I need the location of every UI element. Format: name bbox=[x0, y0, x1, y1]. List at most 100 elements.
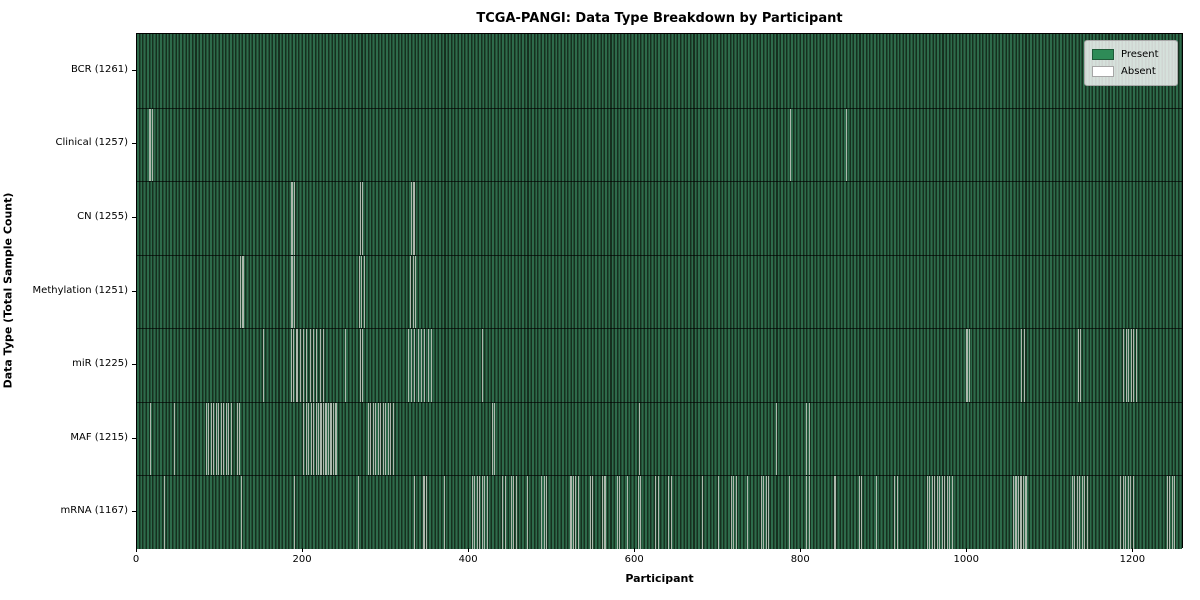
absent-line bbox=[210, 402, 212, 476]
absent-line bbox=[205, 402, 207, 476]
absent-line bbox=[305, 402, 307, 476]
row-maf bbox=[137, 401, 1182, 476]
y-tick-mark bbox=[132, 290, 136, 292]
absent-line bbox=[413, 182, 415, 255]
absent-line bbox=[1133, 329, 1135, 402]
absent-line bbox=[296, 329, 298, 402]
absent-line bbox=[1132, 476, 1134, 549]
absent-line bbox=[806, 402, 808, 476]
absent-line bbox=[357, 476, 359, 549]
absent-line bbox=[968, 329, 971, 402]
x-tick-label: 1200 bbox=[1119, 554, 1146, 565]
absent-line bbox=[1022, 476, 1025, 549]
absent-line bbox=[1084, 476, 1086, 549]
y-tick-label: CN (1255) bbox=[77, 210, 128, 222]
y-tick-label: Methylation (1251) bbox=[32, 284, 128, 296]
absent-line bbox=[239, 255, 242, 329]
absent-line bbox=[1130, 476, 1132, 549]
x-tick-mark bbox=[136, 548, 137, 552]
absent-line bbox=[423, 476, 425, 549]
absent-line bbox=[486, 476, 488, 549]
absent-line bbox=[322, 402, 325, 476]
x-tick-mark bbox=[800, 548, 802, 552]
absent-line bbox=[1130, 329, 1132, 402]
absent-line bbox=[424, 329, 426, 402]
absent-line bbox=[1079, 476, 1081, 549]
absent-line bbox=[926, 476, 928, 549]
absent-line bbox=[303, 329, 305, 402]
absent-line bbox=[316, 329, 318, 402]
absent-line bbox=[1080, 329, 1082, 402]
absent-line bbox=[481, 476, 483, 549]
y-tick-mark bbox=[132, 511, 136, 513]
absent-line bbox=[546, 476, 548, 549]
absent-line bbox=[479, 476, 481, 549]
absent-line bbox=[1171, 476, 1173, 549]
absent-line bbox=[230, 402, 232, 476]
absent-line bbox=[1074, 476, 1076, 549]
absent-line bbox=[149, 108, 151, 182]
absent-line bbox=[789, 108, 791, 182]
absent-line bbox=[412, 255, 414, 329]
absent-line bbox=[592, 476, 594, 549]
absent-line bbox=[293, 182, 296, 255]
absent-line bbox=[637, 476, 639, 549]
absent-line bbox=[619, 476, 621, 549]
absent-line bbox=[150, 402, 152, 476]
x-tick-mark bbox=[302, 548, 304, 552]
absent-line bbox=[939, 476, 941, 549]
y-tick-label: miR (1225) bbox=[72, 358, 128, 370]
absent-line bbox=[390, 402, 392, 476]
absent-line bbox=[966, 329, 968, 402]
absent-line bbox=[1125, 329, 1127, 402]
absent-line bbox=[589, 476, 591, 549]
absent-line bbox=[223, 402, 225, 476]
absent-line bbox=[358, 255, 360, 329]
absent-line bbox=[444, 476, 446, 549]
absent-line bbox=[1025, 476, 1027, 549]
absent-line bbox=[639, 402, 641, 476]
absent-line bbox=[763, 476, 765, 549]
absent-line bbox=[1135, 329, 1137, 402]
absent-line bbox=[640, 476, 642, 549]
absent-line bbox=[858, 476, 860, 549]
absent-line bbox=[776, 402, 778, 476]
absent-line bbox=[417, 329, 419, 402]
absent-line bbox=[290, 329, 292, 402]
y-tick-mark bbox=[132, 364, 136, 366]
absent-line bbox=[655, 476, 657, 549]
absent-line bbox=[670, 476, 672, 549]
absent-line bbox=[291, 182, 293, 255]
absent-line bbox=[359, 182, 361, 255]
absent-line bbox=[299, 329, 301, 402]
absent-line bbox=[322, 329, 325, 402]
absent-line bbox=[425, 476, 428, 549]
absent-line bbox=[1015, 476, 1017, 549]
absent-line bbox=[931, 476, 933, 549]
absent-line bbox=[1023, 329, 1025, 402]
absent-line bbox=[291, 255, 293, 329]
absent-line bbox=[306, 329, 308, 402]
absent-line bbox=[861, 476, 863, 549]
legend: Present Absent bbox=[1084, 40, 1178, 86]
absent-line bbox=[310, 402, 312, 476]
absent-line bbox=[1128, 329, 1130, 402]
absent-line bbox=[293, 329, 295, 402]
absent-line bbox=[944, 476, 946, 549]
absent-line bbox=[293, 476, 296, 549]
absent-line bbox=[308, 402, 310, 476]
absent-line bbox=[410, 182, 413, 255]
absent-line bbox=[934, 476, 936, 549]
absent-line bbox=[626, 476, 628, 549]
x-tick-mark bbox=[966, 548, 968, 552]
absent-line bbox=[604, 476, 606, 549]
absent-line bbox=[382, 402, 384, 476]
absent-line bbox=[208, 402, 210, 476]
absent-line bbox=[319, 329, 321, 402]
x-tick-label: 0 bbox=[132, 554, 140, 565]
absent-line bbox=[375, 402, 377, 476]
absent-line bbox=[1127, 476, 1129, 549]
absent-line bbox=[846, 108, 848, 182]
absent-line bbox=[377, 402, 379, 476]
